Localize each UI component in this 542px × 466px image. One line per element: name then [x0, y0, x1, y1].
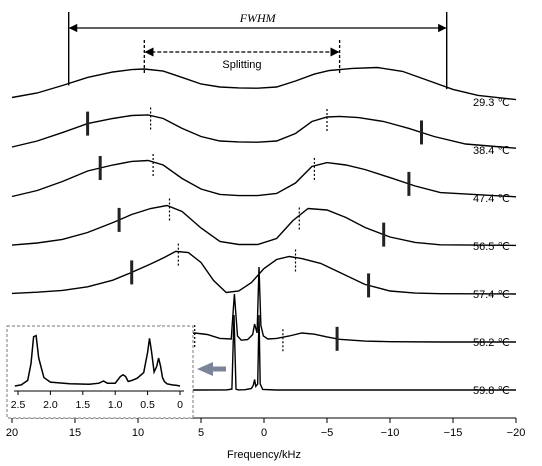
x-tick-label: 10	[132, 427, 144, 439]
series-line	[11, 204, 517, 247]
x-tick-label: 5	[198, 427, 204, 439]
series-line	[11, 66, 517, 101]
inset-pointer-arrow-head	[197, 362, 213, 376]
series-label: 59.8 ℃	[473, 385, 510, 397]
inset-spectrum	[14, 334, 181, 387]
series-label: 38.4 ℃	[473, 145, 510, 157]
x-tick-label: −5	[321, 427, 334, 439]
inset-tick-label: 1.0	[108, 399, 123, 411]
x-tick-label: −15	[444, 427, 463, 439]
inset-tick-label: 0	[177, 399, 183, 411]
x-tick-label: 20	[6, 427, 18, 439]
inset-frame	[6, 325, 194, 419]
fwhm-label: FWHM	[239, 11, 277, 25]
inset-tick-label: 2.0	[43, 399, 58, 411]
series-line	[11, 114, 517, 149]
width-markers	[86, 107, 423, 352]
splitting-annotation: Splitting	[143, 40, 341, 74]
x-axis-label: Frequency/kHz	[227, 449, 301, 461]
splitting-label: Splitting	[222, 59, 261, 71]
inset-tick-label: 2.5	[11, 399, 26, 411]
x-axis-ticks: 20 15 10 5 0 −5 −10 −15 −20	[6, 418, 525, 439]
series-label: 47.4 ℃	[473, 193, 510, 205]
spectra-series: 29.3 ℃ 38.4 ℃ 47.4 ℃ 56.5 ℃ 57.4 ℃ 58.2 ℃ 59.8…	[11, 66, 517, 397]
x-tick-label: 0	[261, 427, 267, 439]
series-line	[11, 159, 517, 198]
series-label: 58.2 ℃	[473, 337, 510, 349]
inset-x-axis-ticks: 2.5 2.0 1.5 1.0 0.5 0	[11, 391, 183, 411]
series-line	[12, 314, 516, 391]
series-label: 57.4 ℃	[473, 289, 510, 301]
series-line	[11, 250, 517, 295]
inset-tick-label: 1.5	[75, 399, 90, 411]
x-tick-label: −10	[381, 427, 400, 439]
x-tick-label: −20	[507, 427, 526, 439]
series-label: 56.5 ℃	[473, 241, 510, 253]
inset: 2.5 2.0 1.5 1.0 0.5 0	[6, 325, 194, 419]
series-label: 29.3 ℃	[473, 97, 510, 109]
fwhm-annotation: FWHM	[67, 11, 448, 90]
x-tick-label: 15	[69, 427, 81, 439]
inset-tick-label: 0.5	[140, 399, 155, 411]
